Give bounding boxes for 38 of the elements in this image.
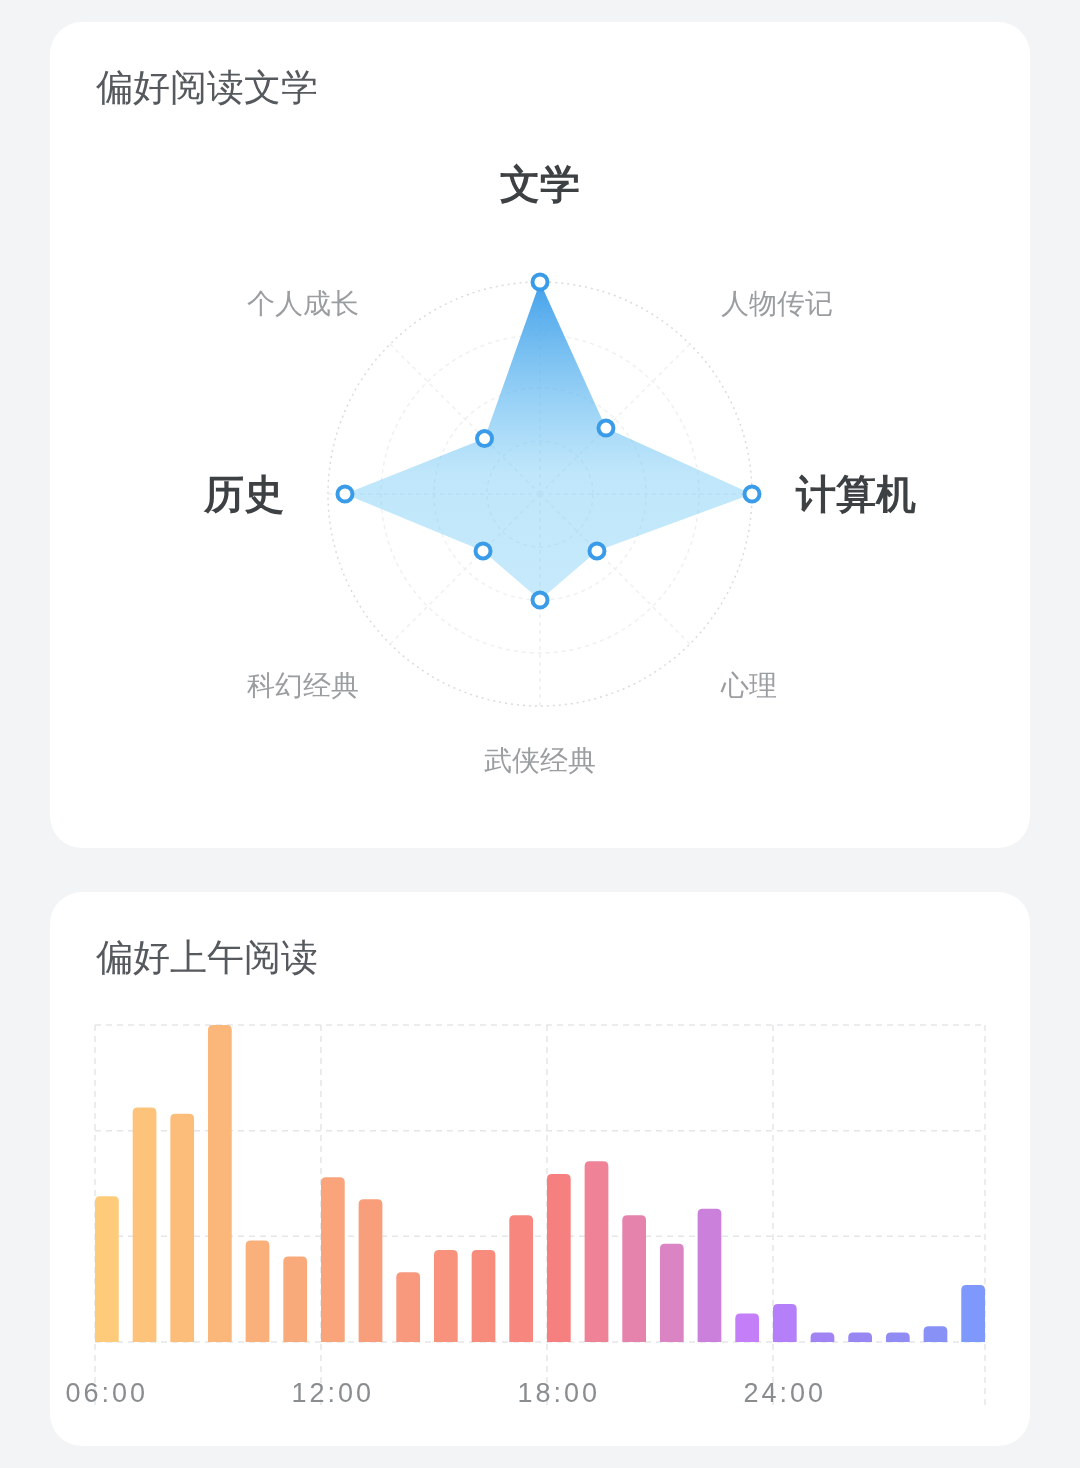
bar (471, 1250, 496, 1342)
x-tick-label: 18:00 (517, 1378, 601, 1408)
spoke-label: 历史 (203, 472, 284, 516)
bar (659, 1243, 684, 1342)
bar (584, 1161, 609, 1342)
bar (396, 1272, 421, 1342)
bar (885, 1332, 910, 1342)
bar (245, 1240, 270, 1342)
spoke-label: 科幻经典 (246, 670, 359, 702)
spoke-label: 文学 (500, 162, 580, 206)
spoke-label: 武侠经典 (484, 745, 596, 776)
bar (320, 1177, 345, 1342)
bar (697, 1208, 722, 1342)
spoke-label: 个人成长 (246, 287, 359, 319)
bar (622, 1215, 647, 1342)
bar (283, 1256, 308, 1342)
bar (848, 1332, 873, 1342)
x-tick-label: 24:00 (743, 1378, 827, 1408)
bar (509, 1215, 534, 1342)
bar (433, 1250, 458, 1342)
bar (961, 1284, 985, 1342)
bar (810, 1332, 835, 1342)
spoke-label: 人物传记 (721, 287, 834, 319)
bar (735, 1313, 760, 1342)
x-tick-label: 06:00 (65, 1378, 149, 1408)
spoke-label: 心理 (720, 670, 778, 702)
chart-title: 偏好阅读文学 (96, 67, 318, 108)
bar (546, 1173, 571, 1342)
bar (95, 1196, 119, 1342)
bar (923, 1326, 948, 1342)
bar (772, 1303, 797, 1342)
bar (170, 1113, 195, 1342)
spoke-label: 计算机 (795, 472, 916, 516)
bar (358, 1199, 383, 1342)
chart-title: 偏好上午阅读 (96, 937, 318, 978)
bar (132, 1107, 157, 1342)
bar (207, 1025, 232, 1342)
x-tick-label: 12:00 (291, 1378, 375, 1408)
